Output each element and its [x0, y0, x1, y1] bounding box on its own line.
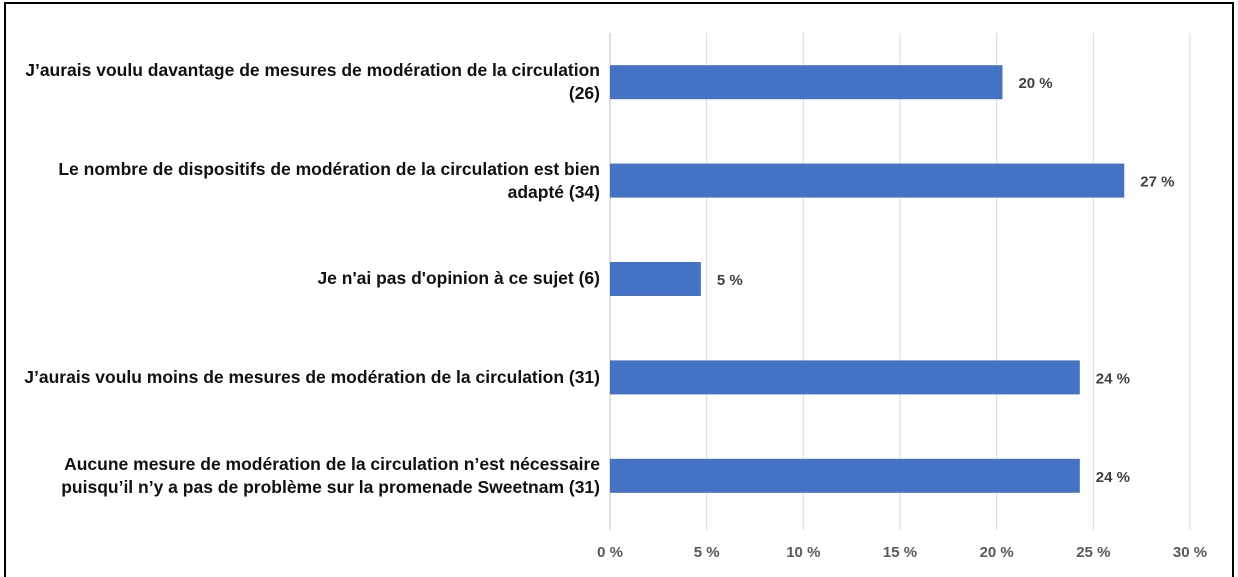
data-label: 24 %: [1096, 370, 1130, 387]
x-tick-label: 10 %: [786, 544, 820, 561]
bar: [610, 163, 1125, 198]
bar: [610, 65, 1003, 100]
x-tick-label: 25 %: [1076, 544, 1110, 561]
x-tick-label: 15 %: [883, 544, 917, 561]
bar: [610, 360, 1080, 395]
bar: [610, 262, 701, 296]
data-label: 5 %: [717, 272, 743, 289]
bar: [610, 458, 1080, 493]
category-label: J’aurais voulu moins de mesures de modér…: [24, 366, 600, 387]
x-tick-label: 5 %: [694, 544, 720, 561]
x-tick-label: 30 %: [1173, 544, 1207, 561]
category-label: Aucune mesure de modération de la circul…: [61, 453, 600, 497]
x-tick-label: 0 %: [597, 544, 623, 561]
data-label: 24 %: [1096, 469, 1130, 486]
category-label: J’aurais voulu davantage de mesures de m…: [25, 60, 600, 104]
frame: [4, 2, 1234, 577]
category-label: Le nombre de dispositifs de modération d…: [58, 158, 600, 202]
data-label: 27 %: [1140, 174, 1174, 191]
x-tick-label: 20 %: [980, 544, 1014, 561]
data-label: 20 %: [1018, 75, 1052, 92]
category-label: Je n'ai pas d'opinion à ce sujet (6): [317, 268, 600, 289]
